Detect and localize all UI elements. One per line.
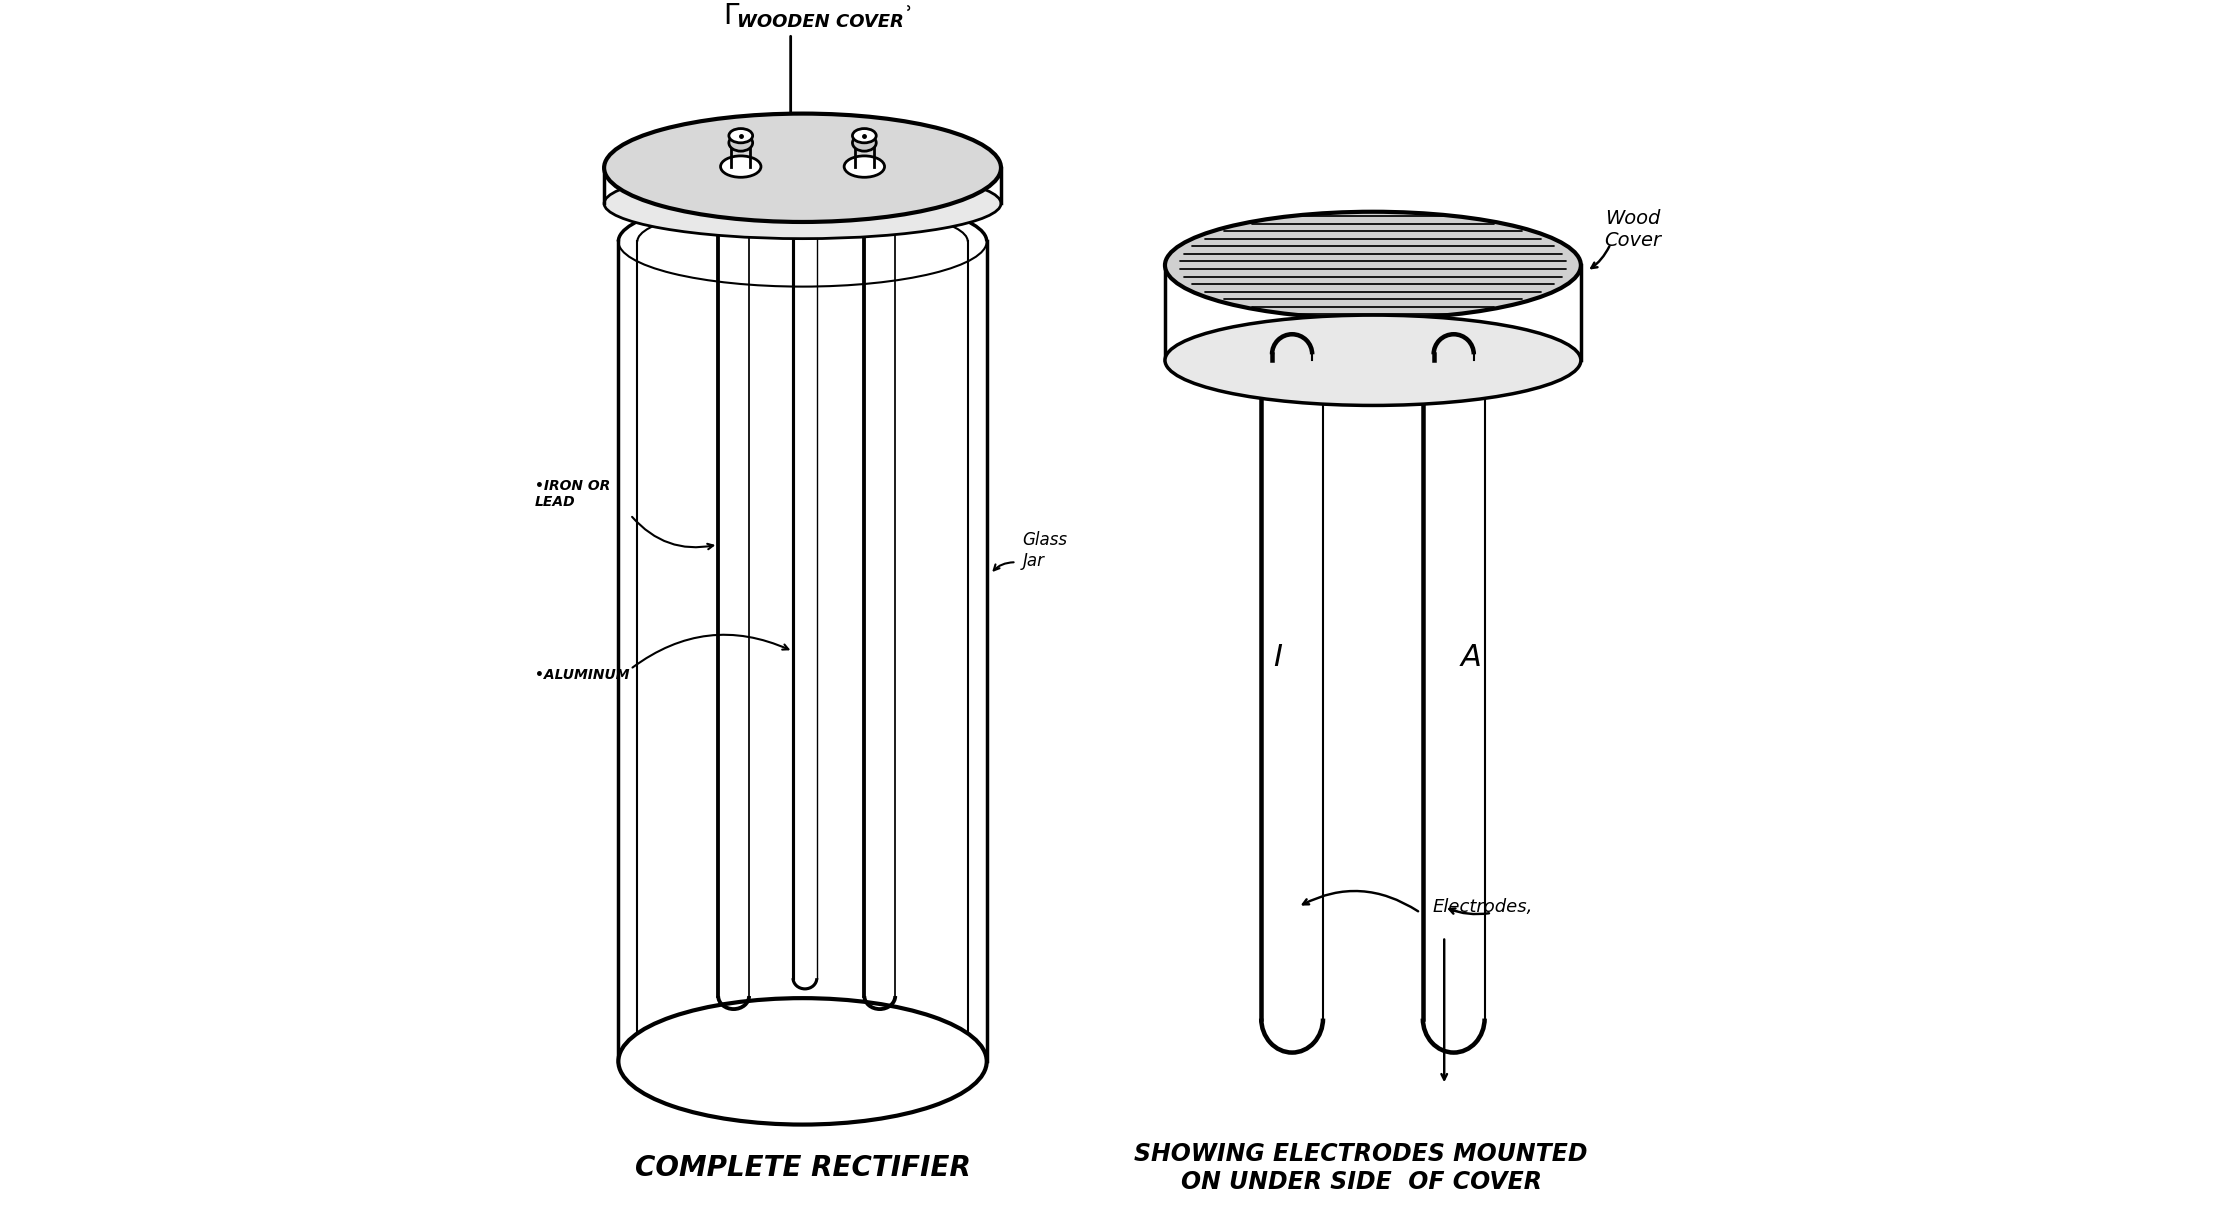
Text: WOODEN COVER: WOODEN COVER: [738, 12, 905, 30]
Ellipse shape: [720, 156, 760, 177]
Ellipse shape: [851, 128, 876, 143]
Ellipse shape: [729, 128, 754, 143]
Text: A: A: [1461, 643, 1483, 672]
Ellipse shape: [605, 113, 1000, 222]
Text: ʾ: ʾ: [907, 6, 914, 26]
Text: Γ: Γ: [722, 1, 738, 29]
Text: COMPLETE RECTIFIER: COMPLETE RECTIFIER: [634, 1154, 971, 1182]
Ellipse shape: [1165, 212, 1581, 318]
Ellipse shape: [618, 998, 987, 1125]
Text: Electrodes,: Electrodes,: [1432, 898, 1532, 916]
Text: Glass
Jar: Glass Jar: [1023, 531, 1067, 570]
Text: •ALUMINUM: •ALUMINUM: [536, 669, 629, 682]
Text: Wood
Cover: Wood Cover: [1605, 209, 1661, 250]
Ellipse shape: [851, 134, 876, 151]
Ellipse shape: [1165, 315, 1581, 405]
Ellipse shape: [729, 134, 754, 151]
Text: SHOWING ELECTRODES MOUNTED
ON UNDER SIDE  OF COVER: SHOWING ELECTRODES MOUNTED ON UNDER SIDE…: [1134, 1142, 1587, 1194]
Text: I: I: [1274, 643, 1283, 672]
Ellipse shape: [605, 168, 1000, 239]
Text: •IRON OR
LEAD: •IRON OR LEAD: [536, 478, 611, 509]
Ellipse shape: [845, 156, 885, 177]
Text: •BINDING
POST: •BINDING POST: [667, 128, 742, 157]
